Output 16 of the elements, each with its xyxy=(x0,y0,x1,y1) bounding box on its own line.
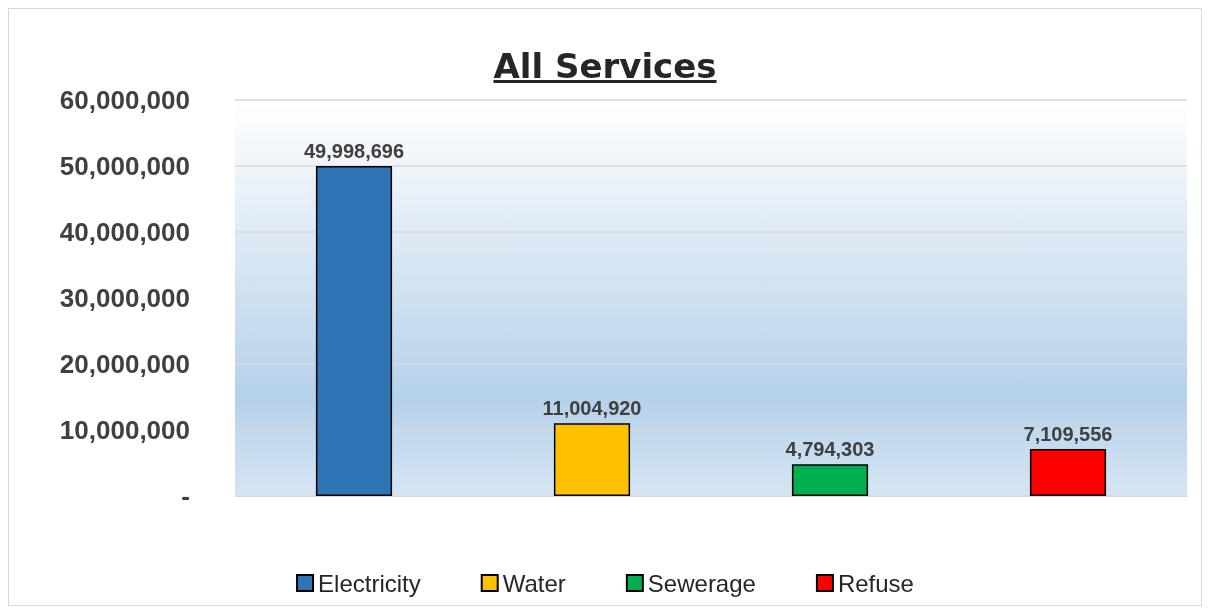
y-tick-label: 50,000,000 xyxy=(59,151,190,181)
y-tick-label: 10,000,000 xyxy=(59,415,190,445)
y-tick-label: 40,000,000 xyxy=(59,217,190,247)
y-tick-label: 60,000,000 xyxy=(59,85,190,115)
y-tick-label: - xyxy=(181,481,190,511)
legend-label: Refuse xyxy=(837,569,914,597)
data-label: 4,794,303 xyxy=(785,438,875,461)
chart-title: All Services xyxy=(492,46,718,86)
data-label: 49,998,696 xyxy=(303,140,405,163)
legend-label: Sewerage xyxy=(647,569,756,597)
y-tick-label: 20,000,000 xyxy=(59,349,190,379)
legend-label: Water xyxy=(502,569,566,597)
data-label: 11,004,920 xyxy=(542,397,642,420)
y-tick-label: 30,000,000 xyxy=(59,283,190,313)
data-label: 7,109,556 xyxy=(1023,423,1113,446)
legend-label: Electricity xyxy=(318,569,421,597)
